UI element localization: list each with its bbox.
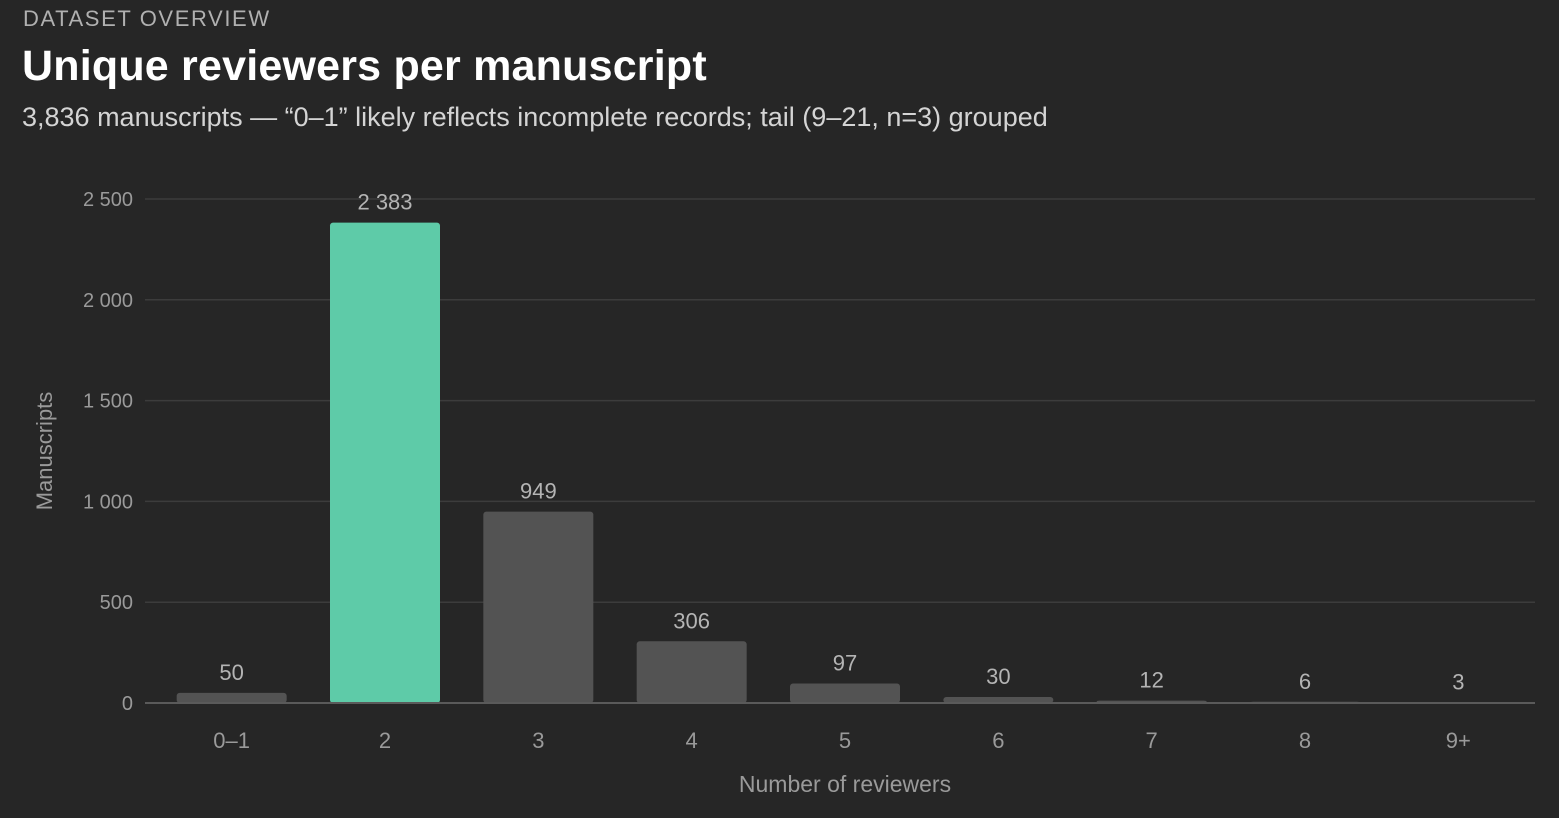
x-axis-title: Number of reviewers bbox=[739, 771, 951, 797]
bar-0-1 bbox=[176, 692, 287, 703]
bar-value-label: 50 bbox=[219, 660, 243, 685]
bar-value-label: 30 bbox=[986, 664, 1010, 689]
y-tick-label: 2 000 bbox=[83, 290, 133, 312]
x-tick-label: 0–1 bbox=[213, 728, 250, 753]
bar-value-label: 6 bbox=[1299, 669, 1311, 694]
chart-subtitle: 3,836 manuscripts — “0–1” likely reflect… bbox=[22, 102, 1048, 132]
y-tick-label: 500 bbox=[100, 592, 133, 614]
x-tick-label: 9+ bbox=[1446, 728, 1471, 753]
chart-title: Unique reviewers per manuscript bbox=[22, 42, 707, 90]
x-tick-label: 8 bbox=[1299, 728, 1311, 753]
x-tick-label: 2 bbox=[379, 728, 391, 753]
bar-5 bbox=[790, 683, 900, 703]
y-axis-ticks: 0 500 1 000 1 500 2 000 2 500 bbox=[83, 189, 133, 715]
bar-value-label: 97 bbox=[833, 650, 857, 675]
bar-value-label: 949 bbox=[520, 479, 557, 504]
bar-2 bbox=[330, 222, 440, 703]
bar-4 bbox=[636, 641, 747, 703]
bar-value-label: 306 bbox=[673, 608, 710, 633]
value-labels: 50 2 383 949 306 97 30 12 6 3 bbox=[219, 190, 1464, 695]
x-tick-label: 6 bbox=[992, 728, 1004, 753]
bars bbox=[176, 222, 1514, 703]
bar-value-label: 2 383 bbox=[357, 190, 412, 215]
bar-value-label: 12 bbox=[1139, 668, 1163, 693]
y-tick-label: 0 bbox=[122, 693, 133, 715]
bar-6 bbox=[943, 696, 1054, 703]
y-axis-title: Manuscripts bbox=[32, 392, 57, 511]
bar-3 bbox=[483, 511, 594, 703]
x-tick-label: 3 bbox=[532, 728, 544, 753]
x-tick-label: 7 bbox=[1146, 728, 1158, 753]
y-tick-label: 1 500 bbox=[83, 391, 133, 413]
bar-value-label: 3 bbox=[1452, 669, 1464, 694]
y-tick-label: 1 000 bbox=[83, 491, 133, 513]
y-tick-label: 2 500 bbox=[83, 189, 133, 211]
eyebrow-label: DATASET OVERVIEW bbox=[23, 6, 271, 31]
x-tick-label: 5 bbox=[839, 728, 851, 753]
x-axis-ticks: 0–1 2 3 4 5 6 7 8 9+ bbox=[213, 728, 1471, 753]
x-tick-label: 4 bbox=[686, 728, 698, 753]
